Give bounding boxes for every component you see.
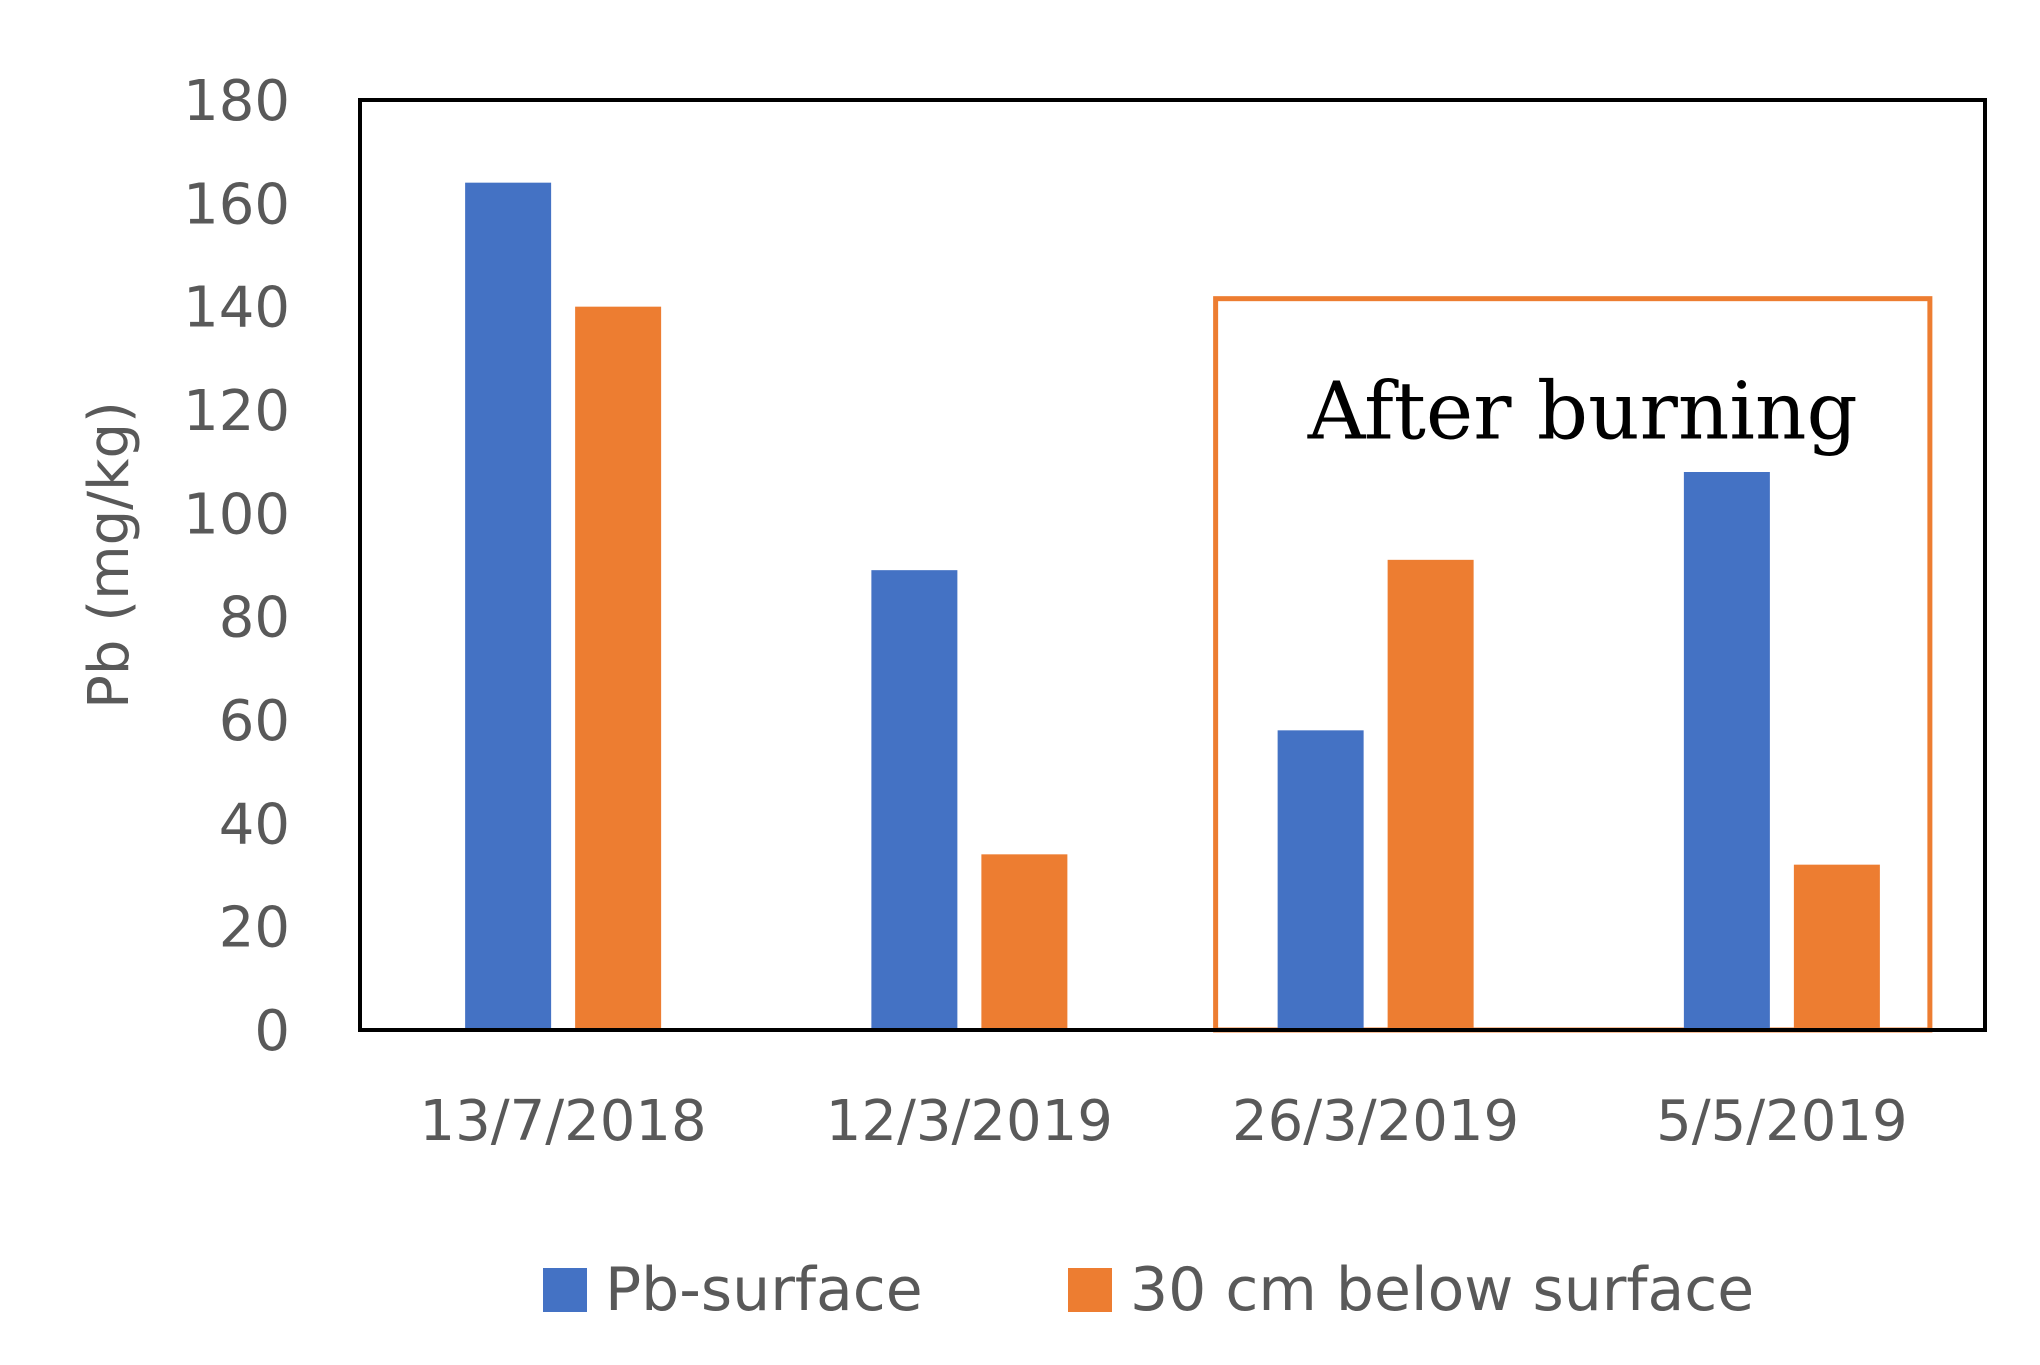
bars bbox=[465, 182, 1880, 1031]
y-tick-label: 100 bbox=[183, 482, 290, 547]
bar-pb-surface-3 bbox=[1683, 472, 1770, 1030]
y-tick-label: 80 bbox=[219, 586, 290, 651]
y-tick-label: 60 bbox=[219, 689, 290, 754]
annotation-text: After burning bbox=[1307, 365, 1858, 458]
legend-label-1: 30 cm below surface bbox=[1130, 1255, 1754, 1325]
y-tick-labels: 0 20 40 60 80 100 120 140 160 180 bbox=[183, 69, 290, 1064]
y-tick-label: 120 bbox=[183, 379, 290, 444]
x-tick-labels: 13/7/2018 12/3/2019 26/3/2019 5/5/2019 bbox=[420, 1089, 1908, 1154]
bar-pb-surface-0 bbox=[465, 182, 552, 1030]
legend: Pb-surface 30 cm below surface bbox=[543, 1255, 1754, 1325]
y-tick-label: 40 bbox=[219, 792, 290, 857]
annotation-group: After burning bbox=[1213, 296, 1933, 1033]
y-tick-label: 20 bbox=[219, 896, 290, 961]
x-tick-label: 5/5/2019 bbox=[1656, 1089, 1908, 1154]
legend-label-0: Pb-surface bbox=[605, 1255, 923, 1325]
y-axis-label: Pb (mg/kg) bbox=[77, 401, 142, 709]
bar-pb-surface-2 bbox=[1277, 730, 1364, 1030]
bar-30cm-below-surface-3 bbox=[1793, 864, 1880, 1030]
legend-swatch-0 bbox=[543, 1268, 587, 1312]
legend-swatch-1 bbox=[1068, 1268, 1112, 1312]
x-tick-label: 13/7/2018 bbox=[420, 1089, 707, 1154]
y-tick-label: 140 bbox=[183, 276, 290, 341]
x-tick-label: 26/3/2019 bbox=[1232, 1089, 1519, 1154]
y-tick-label: 0 bbox=[254, 999, 290, 1064]
bar-30cm-below-surface-2 bbox=[1387, 559, 1474, 1030]
bar-pb-surface-1 bbox=[871, 570, 958, 1030]
bar-30cm-below-surface-1 bbox=[981, 854, 1068, 1030]
bar-30cm-below-surface-0 bbox=[575, 306, 662, 1031]
y-tick-label: 160 bbox=[183, 172, 290, 237]
y-tick-label: 180 bbox=[183, 69, 290, 134]
x-tick-label: 12/3/2019 bbox=[826, 1089, 1113, 1154]
